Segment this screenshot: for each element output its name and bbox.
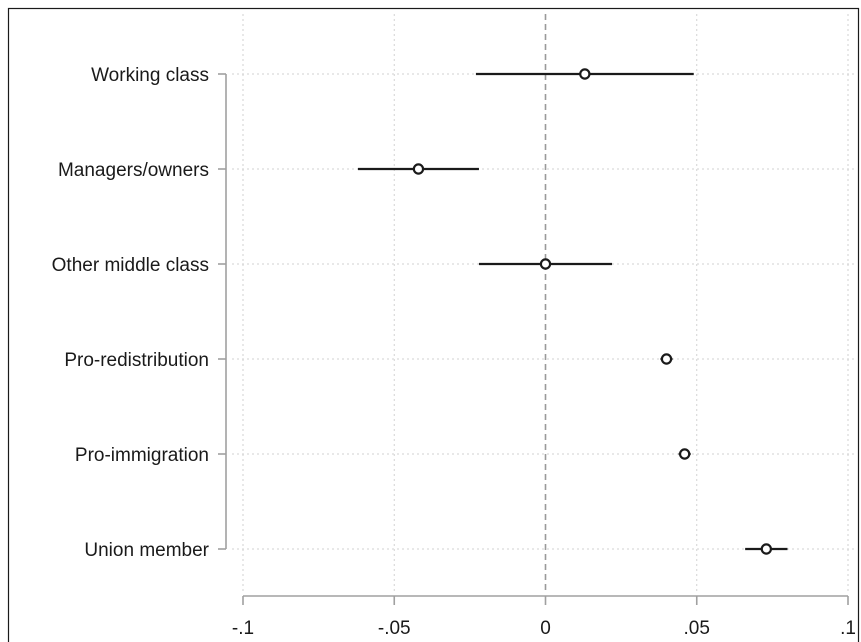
y-tick-label: Union member	[84, 540, 209, 561]
x-tick-label: -.05	[378, 618, 411, 639]
point-estimate-5	[760, 543, 773, 555]
point-estimate-1	[412, 163, 425, 175]
point-estimate-0	[579, 68, 591, 80]
y-tick-label: Working class	[91, 65, 209, 86]
plot-frame	[7, 7, 860, 642]
x-tick-label: -.1	[232, 618, 254, 639]
x-tick-label: 0	[540, 618, 551, 639]
y-tick-label: Pro-redistribution	[64, 350, 209, 371]
point-estimate-2	[539, 258, 552, 270]
point-estimate-3	[660, 353, 673, 365]
grid	[232, 14, 856, 592]
axes: Working class Managers/owners Other middle…	[52, 65, 856, 639]
y-tick-label: Pro-immigration	[75, 445, 209, 466]
y-tick-label: Managers/owners	[58, 160, 209, 181]
x-tick-label: .1	[840, 618, 856, 639]
point-estimate-4	[678, 448, 691, 460]
x-tick-label: .05	[684, 618, 710, 639]
y-tick-label: Other middle class	[52, 255, 209, 276]
estimates	[357, 68, 788, 555]
